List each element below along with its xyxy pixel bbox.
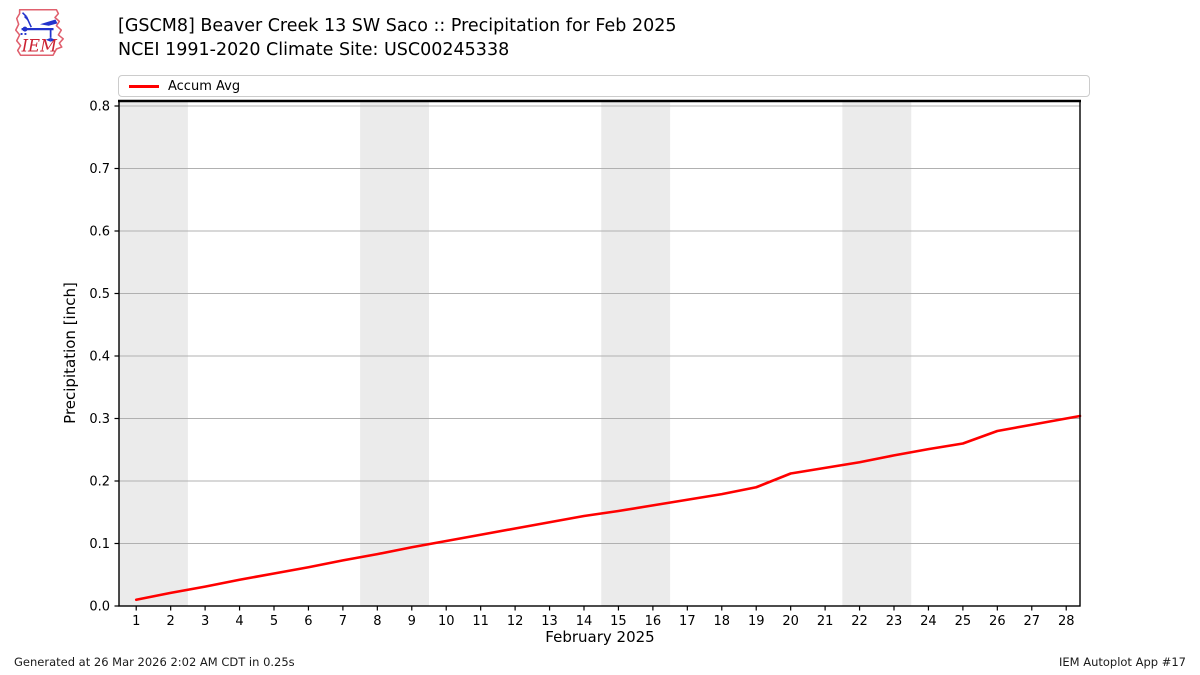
x-tick-label: 28 (1058, 614, 1075, 629)
x-tick-label: 19 (748, 614, 765, 629)
legend: Accum Avg (118, 75, 1090, 97)
y-tick-label: 0.7 (89, 162, 110, 177)
x-tick-label: 12 (507, 614, 524, 629)
x-tick-label: 13 (541, 614, 558, 629)
x-tick-label: 15 (610, 614, 627, 629)
generated-timestamp: Generated at 26 Mar 2026 2:02 AM CDT in … (14, 655, 295, 669)
weekend-band (842, 101, 912, 606)
x-tick-label: 26 (989, 614, 1006, 629)
x-tick-label: 18 (714, 614, 731, 629)
x-tick-label: 22 (851, 614, 868, 629)
legend-line-swatch (129, 84, 159, 88)
x-tick-label: 7 (339, 614, 347, 629)
app-credit: IEM Autoplot App #17 (1058, 655, 1186, 669)
x-tick-label: 17 (679, 614, 696, 629)
y-tick-label: 0.5 (89, 287, 110, 302)
weekend-band (360, 101, 429, 606)
accum-avg-line (134, 414, 1082, 602)
x-tick-label: 2 (167, 614, 175, 629)
x-tick-label: 4 (235, 614, 243, 629)
legend-label: Accum Avg (168, 78, 241, 94)
weather-vane-icon (20, 12, 58, 42)
chart-title-block: [GSCM8] Beaver Creek 13 SW Saco :: Preci… (118, 14, 677, 62)
x-tick-label: 16 (645, 614, 662, 629)
chart-subtitle: NCEI 1991-2020 Climate Site: USC00245338 (118, 40, 510, 60)
x-tick-label: 11 (472, 614, 489, 629)
x-tick-label: 21 (817, 614, 834, 629)
x-tick-label: 10 (438, 614, 455, 629)
weekend-band (119, 101, 188, 606)
y-tick-label: 0.8 (89, 100, 110, 115)
x-tick-label: 3 (201, 614, 209, 629)
x-tick-label: 27 (1024, 614, 1041, 629)
x-tick-label: 23 (886, 614, 903, 629)
iem-logo: IEM (14, 8, 64, 57)
x-tick-label: 25 (955, 614, 972, 629)
y-tick-label: 0.3 (89, 412, 110, 427)
x-tick-label: 1 (132, 614, 140, 629)
x-tick-label: 5 (270, 614, 278, 629)
y-tick-label: 0.2 (89, 475, 110, 490)
iem-logo-text: IEM (21, 36, 59, 55)
y-axis-label: Precipitation [inch] (61, 282, 79, 424)
plot-border (118, 100, 1081, 607)
x-tick-label: 8 (373, 614, 381, 629)
chart-title: [GSCM8] Beaver Creek 13 SW Saco :: Preci… (118, 16, 677, 36)
x-axis-label: February 2025 (545, 628, 655, 646)
weekend-band (601, 101, 671, 606)
y-tick-label: 0.1 (89, 537, 110, 552)
x-tick-label: 6 (304, 614, 312, 629)
y-tick-label: 0.6 (89, 225, 110, 240)
y-tick-label: 0.0 (89, 600, 110, 615)
x-tick-label: 9 (408, 614, 416, 629)
x-tick-label: 24 (920, 614, 937, 629)
x-tick-label: 14 (576, 614, 593, 629)
y-tick-label: 0.4 (89, 350, 110, 365)
x-tick-label: 20 (782, 614, 799, 629)
